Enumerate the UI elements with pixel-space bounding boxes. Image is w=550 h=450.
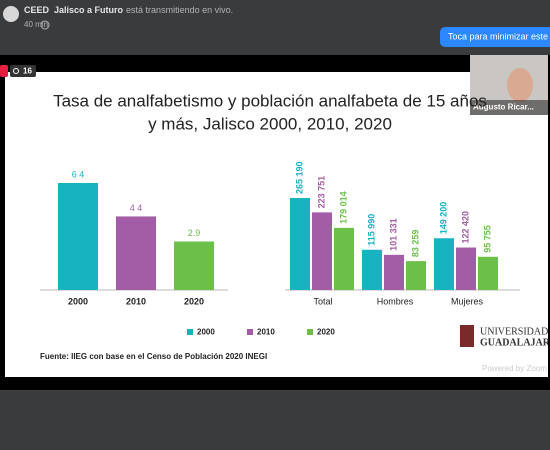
live-badge bbox=[0, 65, 8, 77]
value-label: 4 4 bbox=[130, 203, 143, 213]
bar bbox=[312, 212, 332, 290]
value-label: 6 4 bbox=[72, 169, 85, 179]
participant-bar bbox=[470, 100, 548, 115]
bar bbox=[58, 183, 98, 290]
x-tick-label: Hombres bbox=[377, 296, 414, 306]
status: está transmitiendo en vivo. bbox=[126, 5, 233, 15]
eye-icon bbox=[13, 68, 19, 74]
legend-swatch bbox=[187, 329, 193, 335]
bar bbox=[174, 241, 214, 290]
bar bbox=[478, 256, 498, 290]
legend-label: 2000 bbox=[197, 328, 215, 337]
viewer-badge bbox=[10, 65, 36, 77]
time: 40 min bbox=[24, 20, 48, 29]
value-label: 179 014 bbox=[338, 191, 348, 224]
minimize-button[interactable] bbox=[440, 27, 550, 47]
legend-swatch bbox=[307, 329, 313, 335]
page-name[interactable]: CEED bbox=[24, 5, 50, 15]
viewer-count: 16 bbox=[23, 67, 32, 76]
organizer[interactable]: Jalisco a Futuro bbox=[54, 5, 124, 15]
x-tick-label: 2000 bbox=[68, 296, 88, 306]
minimize-label[interactable]: Toca para minimizar este vi bbox=[448, 31, 550, 41]
avatar[interactable] bbox=[3, 6, 19, 22]
logo-text: UNIVERSIDAD DE bbox=[480, 326, 550, 337]
participant-name: Augusto Ricar... bbox=[473, 103, 534, 112]
bar bbox=[434, 238, 454, 290]
bar bbox=[456, 247, 476, 290]
slide-title: y más, Jalisco 2000, 2010, 2020 bbox=[148, 114, 392, 133]
bar bbox=[384, 254, 404, 290]
bar bbox=[116, 216, 156, 290]
value-label: 122 420 bbox=[460, 211, 470, 244]
x-tick-label: 2010 bbox=[126, 296, 146, 306]
source: Fuente: IIEG con base en el Censo de Pob… bbox=[40, 352, 267, 361]
logo-crest bbox=[460, 325, 474, 347]
watermark: Powered by Zoom bbox=[482, 364, 547, 373]
value-label: 223 751 bbox=[316, 176, 326, 209]
logo-text: GUADALAJARA bbox=[480, 337, 550, 348]
value-label: 95 755 bbox=[482, 225, 492, 253]
bar bbox=[334, 227, 354, 290]
x-tick-label: Mujeres bbox=[451, 296, 484, 306]
participant-face bbox=[507, 68, 533, 102]
legend-label: 2010 bbox=[257, 328, 275, 337]
value-label: 2.9 bbox=[188, 228, 201, 238]
x-tick-label: 2020 bbox=[184, 296, 204, 306]
value-label: 101 331 bbox=[388, 218, 398, 251]
legend-swatch bbox=[247, 329, 253, 335]
legend-label: 2020 bbox=[317, 328, 335, 337]
bar bbox=[406, 261, 426, 290]
value-label: 265 190 bbox=[294, 161, 304, 194]
x-tick-label: Total bbox=[313, 296, 332, 306]
slide-title: Tasa de analfabetismo y población analfa… bbox=[53, 91, 487, 110]
header-text: CEED Jalisco a Futuro está transmitiendo e… bbox=[24, 5, 233, 15]
value-label: 149 200 bbox=[438, 202, 448, 235]
value-label: 115 990 bbox=[366, 214, 376, 246]
value-label: 83 259 bbox=[410, 230, 420, 258]
bar bbox=[290, 198, 310, 290]
globe-icon bbox=[40, 20, 50, 30]
bar bbox=[362, 249, 382, 290]
